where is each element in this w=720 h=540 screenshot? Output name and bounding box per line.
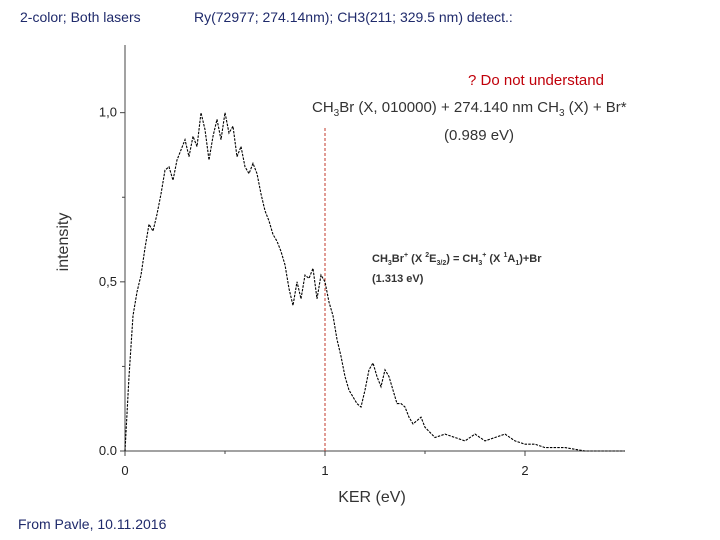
x-tick-label: 2: [521, 463, 528, 478]
y-tick-label: 1,0: [99, 105, 117, 120]
footer-credit: From Pavle, 10.11.2016: [18, 516, 167, 532]
y-tick-label: 0,5: [99, 274, 117, 289]
x-tick-label: 0: [121, 463, 128, 478]
annotation-lower-1: CH3Br+ (X 2E3/2) = CH3+ (X 1A1)+Br: [372, 252, 542, 267]
x-ticks: 0 1 2: [121, 451, 529, 478]
series-line: [124, 112, 625, 452]
header-left: 2-color; Both lasers: [20, 9, 141, 25]
x-tick-label: 1: [321, 463, 328, 478]
annotation-lower-2: (1.313 eV): [372, 273, 424, 285]
y-ticks: 0.0 0,5 1,0: [99, 105, 125, 458]
annotation-upper-1: CH3Br (X, 010000) + 274.140 nm CH3 (X) +…: [312, 99, 627, 119]
y-axis-title: intensity: [55, 213, 72, 272]
y-tick-label: 0.0: [99, 443, 117, 458]
annotation-upper-2: (0.989 eV): [444, 127, 514, 144]
red-note: ? Do not understand: [468, 72, 604, 89]
x-axis-title: KER (eV): [338, 489, 406, 506]
header-right: Ry(72977; 274.14nm); CH3(211; 329.5 nm) …: [194, 9, 513, 25]
